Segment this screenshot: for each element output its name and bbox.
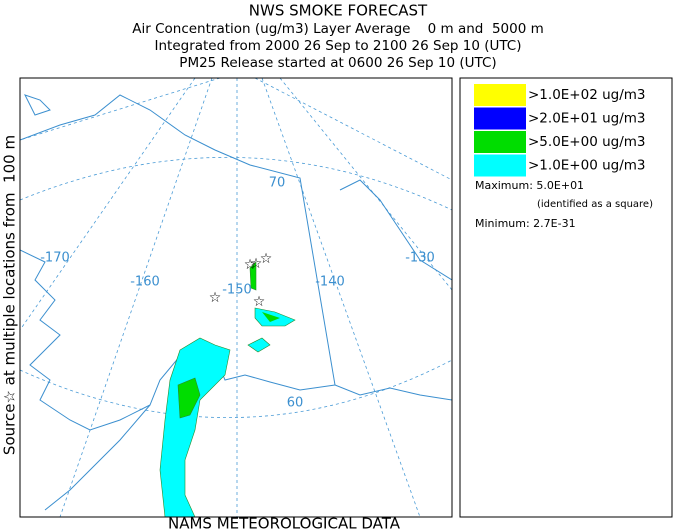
grid-label: -160: [130, 275, 160, 290]
grid-label: -140: [315, 275, 345, 290]
legend-label: >1.0E+00 ug/m3: [528, 158, 646, 174]
source-marker: ☆: [250, 256, 263, 272]
legend-label: >1.0E+02 ug/m3: [528, 87, 646, 103]
grid-label: -150: [222, 283, 252, 298]
coastline: [20, 94, 452, 511]
legend-swatch: [474, 107, 526, 130]
side-label: Source☆ at multiple locations from 100 m: [1, 135, 19, 455]
legend-swatch: [474, 131, 526, 153]
footer: NAMS METEOROLOGICAL DATA: [168, 515, 401, 532]
grid-label: -130: [405, 251, 435, 266]
legend-label: >2.0E+01 ug/m3: [528, 111, 646, 127]
grid-label: 60: [287, 396, 304, 411]
source-marker: ☆: [253, 294, 266, 310]
legend-minimum: Minimum: 2.7E-31: [475, 217, 576, 230]
legend-swatch: [474, 154, 526, 177]
subtitle: Integrated from 2000 26 Sep to 2100 26 S…: [154, 38, 521, 54]
map: ☆ ☆ ☆ ☆ ☆ -170 -160 -150 -140 -130 70 60: [19, 77, 453, 518]
source-marker: ☆: [209, 290, 222, 306]
sources: ☆ ☆ ☆ ☆ ☆: [209, 251, 273, 310]
legend: >1.0E+02 ug/m3 >2.0E+01 ug/m3 >5.0E+00 ug/…: [459, 77, 673, 518]
legend-label: >5.0E+00 ug/m3: [528, 134, 646, 150]
grid-label: 70: [269, 176, 286, 191]
source-marker: ☆: [244, 257, 257, 273]
legend-maximum: Maximum: 5.0E+01: [475, 179, 584, 192]
map-frame: [19, 77, 453, 518]
smoke-plume: [159, 261, 296, 517]
grid-label: -170: [40, 251, 70, 266]
title: NWS SMOKE FORECAST: [249, 2, 428, 20]
subtitle: PM25 Release started at 0600 26 Sep 10 (…: [179, 55, 496, 71]
graticule: [20, 78, 452, 517]
legend-swatch: [474, 84, 526, 106]
legend-maximum-note: (identified as a square): [537, 199, 653, 210]
subtitle: Air Concentration (ug/m3) Layer Average …: [132, 21, 544, 37]
source-marker: ☆: [260, 251, 273, 267]
